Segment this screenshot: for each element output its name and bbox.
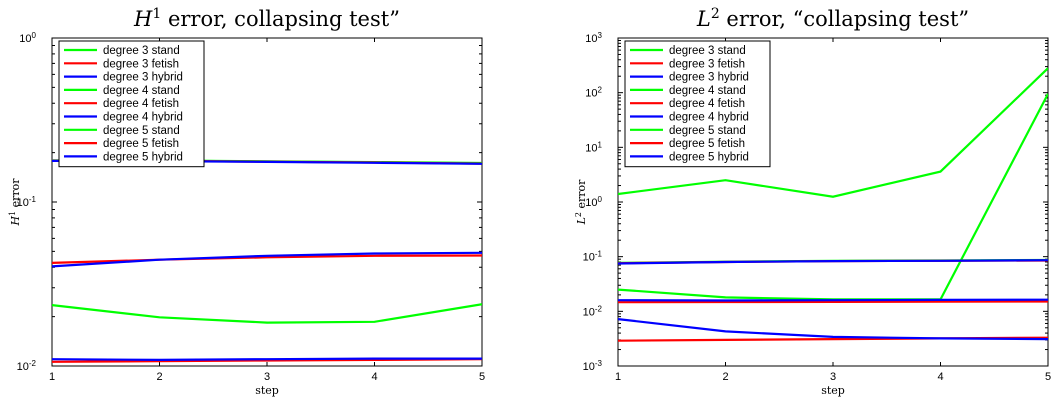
chart-panel-2: L2 error, “collapsing test” 1 2 3 4 5 10-3 10-2… [574,6,1051,397]
x-tick-label: 1 [615,371,621,383]
legend-entry: degree 3 stand [103,45,180,57]
series-line-5 [618,300,1048,304]
x-tick-label: 5 [479,371,485,383]
x-tick-label: 4 [371,371,377,383]
legend-entry: degree 4 fetish [103,98,179,110]
legend-entry: degree 4 hybrid [669,112,749,124]
y-tick-label: 100 [19,31,36,46]
series-line-5 [52,254,482,264]
y-tick-label: 100 [585,195,602,210]
x-axis-label: step [821,384,845,397]
x-tick-label: 5 [1045,371,1051,383]
series-line-6 [52,251,482,268]
y-tick-label: 10-2 [583,304,603,319]
legend-entry: degree 4 stand [669,85,746,97]
legend-entry: degree 5 hybrid [669,151,749,163]
legend-entry: degree 5 stand [669,125,746,137]
y-axis-label: L2 error [574,179,589,226]
y-tick-label: 101 [585,140,602,155]
series-line-3 [52,357,482,362]
legend-entry: degree 3 stand [669,45,746,57]
x-tick-label: 3 [264,371,270,383]
y-tick-label: 10-2 [17,359,37,374]
series-line-9 [618,259,1048,265]
y-axis-label: H1 error [8,178,23,227]
y-tick-label: 10-1 [583,249,603,264]
x-tick-label: 2 [722,371,728,383]
legend-entry: degree 3 hybrid [103,72,183,84]
legend-entry: degree 4 stand [103,85,180,97]
legend-entry: degree 5 stand [103,125,180,137]
x-axis-label: step [255,384,279,397]
chart-title: L2 error, “collapsing test” [696,6,969,31]
series-line-3 [618,318,1048,341]
legend-entry: degree 5 fetish [669,138,745,150]
series-line-6 [618,298,1048,302]
chart-title: H1 error, collapsing test” [133,6,400,31]
legend-entry: degree 5 hybrid [103,151,183,163]
y-tick-label: 102 [585,85,602,100]
x-tick-label: 4 [937,371,943,383]
legend-entry: degree 4 hybrid [103,112,183,124]
y-tick-label: 10-3 [583,359,603,374]
series-line-1 [618,67,1048,198]
y-tick-label: 10-1 [17,195,37,210]
legend-entry: degree 3 fetish [669,58,745,70]
series-line-1 [52,303,482,324]
legend-entry: degree 5 fetish [103,138,179,150]
x-tick-label: 1 [49,371,55,383]
legend-entry: degree 4 fetish [669,98,745,110]
legend-entry: degree 3 hybrid [669,72,749,84]
x-tick-label: 3 [830,371,836,383]
legend-entry: degree 3 fetish [103,58,179,70]
x-tick-label: 2 [156,371,162,383]
chart-panel-1: H1 error, collapsing test” 1 2 3 4 5 10-2 10-1 1… [8,6,486,397]
y-tick-label: 103 [585,31,602,46]
